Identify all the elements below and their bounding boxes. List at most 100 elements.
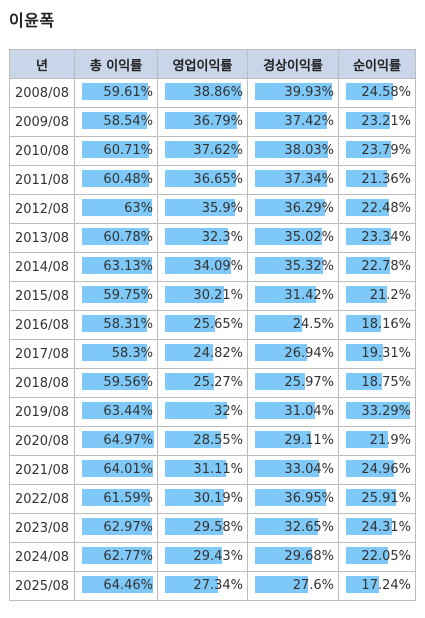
value-bar <box>82 257 152 274</box>
value-text: 24.31% <box>361 520 411 535</box>
value-text: 60.48% <box>103 172 153 187</box>
value-text: 35.32% <box>284 259 334 274</box>
value-text: 39.93% <box>284 85 334 100</box>
value-text: 37.42% <box>284 114 334 129</box>
header-gross-margin: 총 이익률 <box>74 49 158 79</box>
operating-margin-cell: 37.62% <box>157 136 248 166</box>
page-title: 이윤폭 <box>9 11 55 30</box>
value-bar <box>165 460 226 477</box>
value-bar <box>255 576 309 593</box>
header-year: 년 <box>9 49 75 79</box>
gross-margin-cell: 58.3% <box>74 339 158 369</box>
value-bar <box>165 83 241 100</box>
value-text: 23.79% <box>361 143 411 158</box>
value-bar <box>255 431 312 448</box>
value-text: 32.65% <box>284 520 334 535</box>
value-bar <box>165 315 216 332</box>
year-cell: 2015/08 <box>9 281 75 311</box>
value-bar <box>255 257 324 274</box>
operating-margin-cell: 36.65% <box>157 165 248 195</box>
operating-margin-cell: 36.79% <box>157 107 248 137</box>
value-bar <box>165 489 224 506</box>
value-bar <box>82 286 149 303</box>
value-bar <box>82 141 150 158</box>
value-bar <box>82 431 154 448</box>
value-text: 23.21% <box>361 114 411 129</box>
value-bar <box>346 373 382 390</box>
table-row: 2008/08 59.61% 38.86% 39.93% 24.58% <box>9 78 416 108</box>
table-header-row: 년 총 이익률 영업이익률 경상이익률 순이익률 <box>9 49 416 79</box>
year-cell: 2016/08 <box>9 310 75 340</box>
pretax-margin-cell: 32.65% <box>247 513 339 543</box>
operating-margin-cell: 30.19% <box>157 484 248 514</box>
pretax-margin-cell: 24.5% <box>247 310 339 340</box>
value-bar <box>165 402 228 419</box>
value-bar <box>165 547 223 564</box>
value-text: 59.75% <box>103 288 153 303</box>
value-text: 31.04% <box>284 404 334 419</box>
gross-margin-cell: 59.61% <box>74 78 158 108</box>
value-text: 33.04% <box>284 462 334 477</box>
gross-margin-cell: 64.46% <box>74 571 158 601</box>
year-cell: 2009/08 <box>9 107 75 137</box>
net-margin-cell: 22.78% <box>338 252 416 282</box>
value-bar <box>165 373 215 390</box>
year-cell: 2017/08 <box>9 339 75 369</box>
value-text: 18.16% <box>361 317 411 332</box>
value-text: 59.56% <box>103 375 153 390</box>
value-text: 29.43% <box>193 549 243 564</box>
value-text: 63.44% <box>103 404 153 419</box>
value-text: 33.29% <box>361 404 411 419</box>
operating-margin-cell: 32.3% <box>157 223 248 253</box>
value-text: 24.96% <box>361 462 411 477</box>
net-margin-cell: 24.96% <box>338 455 416 485</box>
value-bar <box>346 489 396 506</box>
value-bar <box>165 518 223 535</box>
value-bar <box>346 576 379 593</box>
year-cell: 2022/08 <box>9 484 75 514</box>
pretax-margin-cell: 29.11% <box>247 426 339 456</box>
value-text: 25.97% <box>284 375 334 390</box>
gross-margin-cell: 60.71% <box>74 136 158 166</box>
gross-margin-cell: 58.54% <box>74 107 158 137</box>
table-row: 2012/08 63% 35.9% 36.29% 22.48% <box>9 194 416 224</box>
net-margin-cell: 22.48% <box>338 194 416 224</box>
value-bar <box>255 402 315 419</box>
gross-margin-cell: 60.48% <box>74 165 158 195</box>
value-bar <box>82 489 151 506</box>
value-bar <box>346 518 393 535</box>
value-text: 29.58% <box>193 520 243 535</box>
value-text: 60.71% <box>103 143 153 158</box>
table-row: 2020/08 64.97% 28.55% 29.11% 21.9% <box>9 426 416 456</box>
table-row: 2021/08 64.01% 31.11% 33.04% 24.96% <box>9 455 416 485</box>
operating-margin-cell: 38.86% <box>157 78 248 108</box>
value-bar <box>165 199 235 216</box>
value-text: 63% <box>124 201 153 216</box>
value-text: 21.2% <box>369 288 411 303</box>
value-text: 36.29% <box>284 201 334 216</box>
pretax-margin-cell: 37.42% <box>247 107 339 137</box>
table-row: 2017/08 58.3% 24.82% 26.94% 19.31% <box>9 339 416 369</box>
year-cell: 2010/08 <box>9 136 75 166</box>
value-text: 27.6% <box>292 578 334 593</box>
net-margin-cell: 21.2% <box>338 281 416 311</box>
gross-margin-cell: 60.78% <box>74 223 158 253</box>
operating-margin-cell: 25.27% <box>157 368 248 398</box>
value-bar <box>82 83 149 100</box>
value-text: 31.11% <box>193 462 243 477</box>
value-bar <box>346 112 391 129</box>
value-bar <box>255 547 313 564</box>
value-bar <box>165 576 219 593</box>
value-bar <box>255 489 327 506</box>
pretax-margin-cell: 37.34% <box>247 165 339 195</box>
year-cell: 2019/08 <box>9 397 75 427</box>
year-cell: 2018/08 <box>9 368 75 398</box>
value-bar <box>346 431 388 448</box>
header-net-margin: 순이익률 <box>338 49 416 79</box>
year-cell: 2012/08 <box>9 194 75 224</box>
value-text: 58.31% <box>103 317 153 332</box>
table-row: 2022/08 61.59% 30.19% 36.95% 25.91% <box>9 484 416 514</box>
table-row: 2010/08 60.71% 37.62% 38.03% 23.79% <box>9 136 416 166</box>
value-bar <box>346 199 389 216</box>
value-text: 37.34% <box>284 172 334 187</box>
